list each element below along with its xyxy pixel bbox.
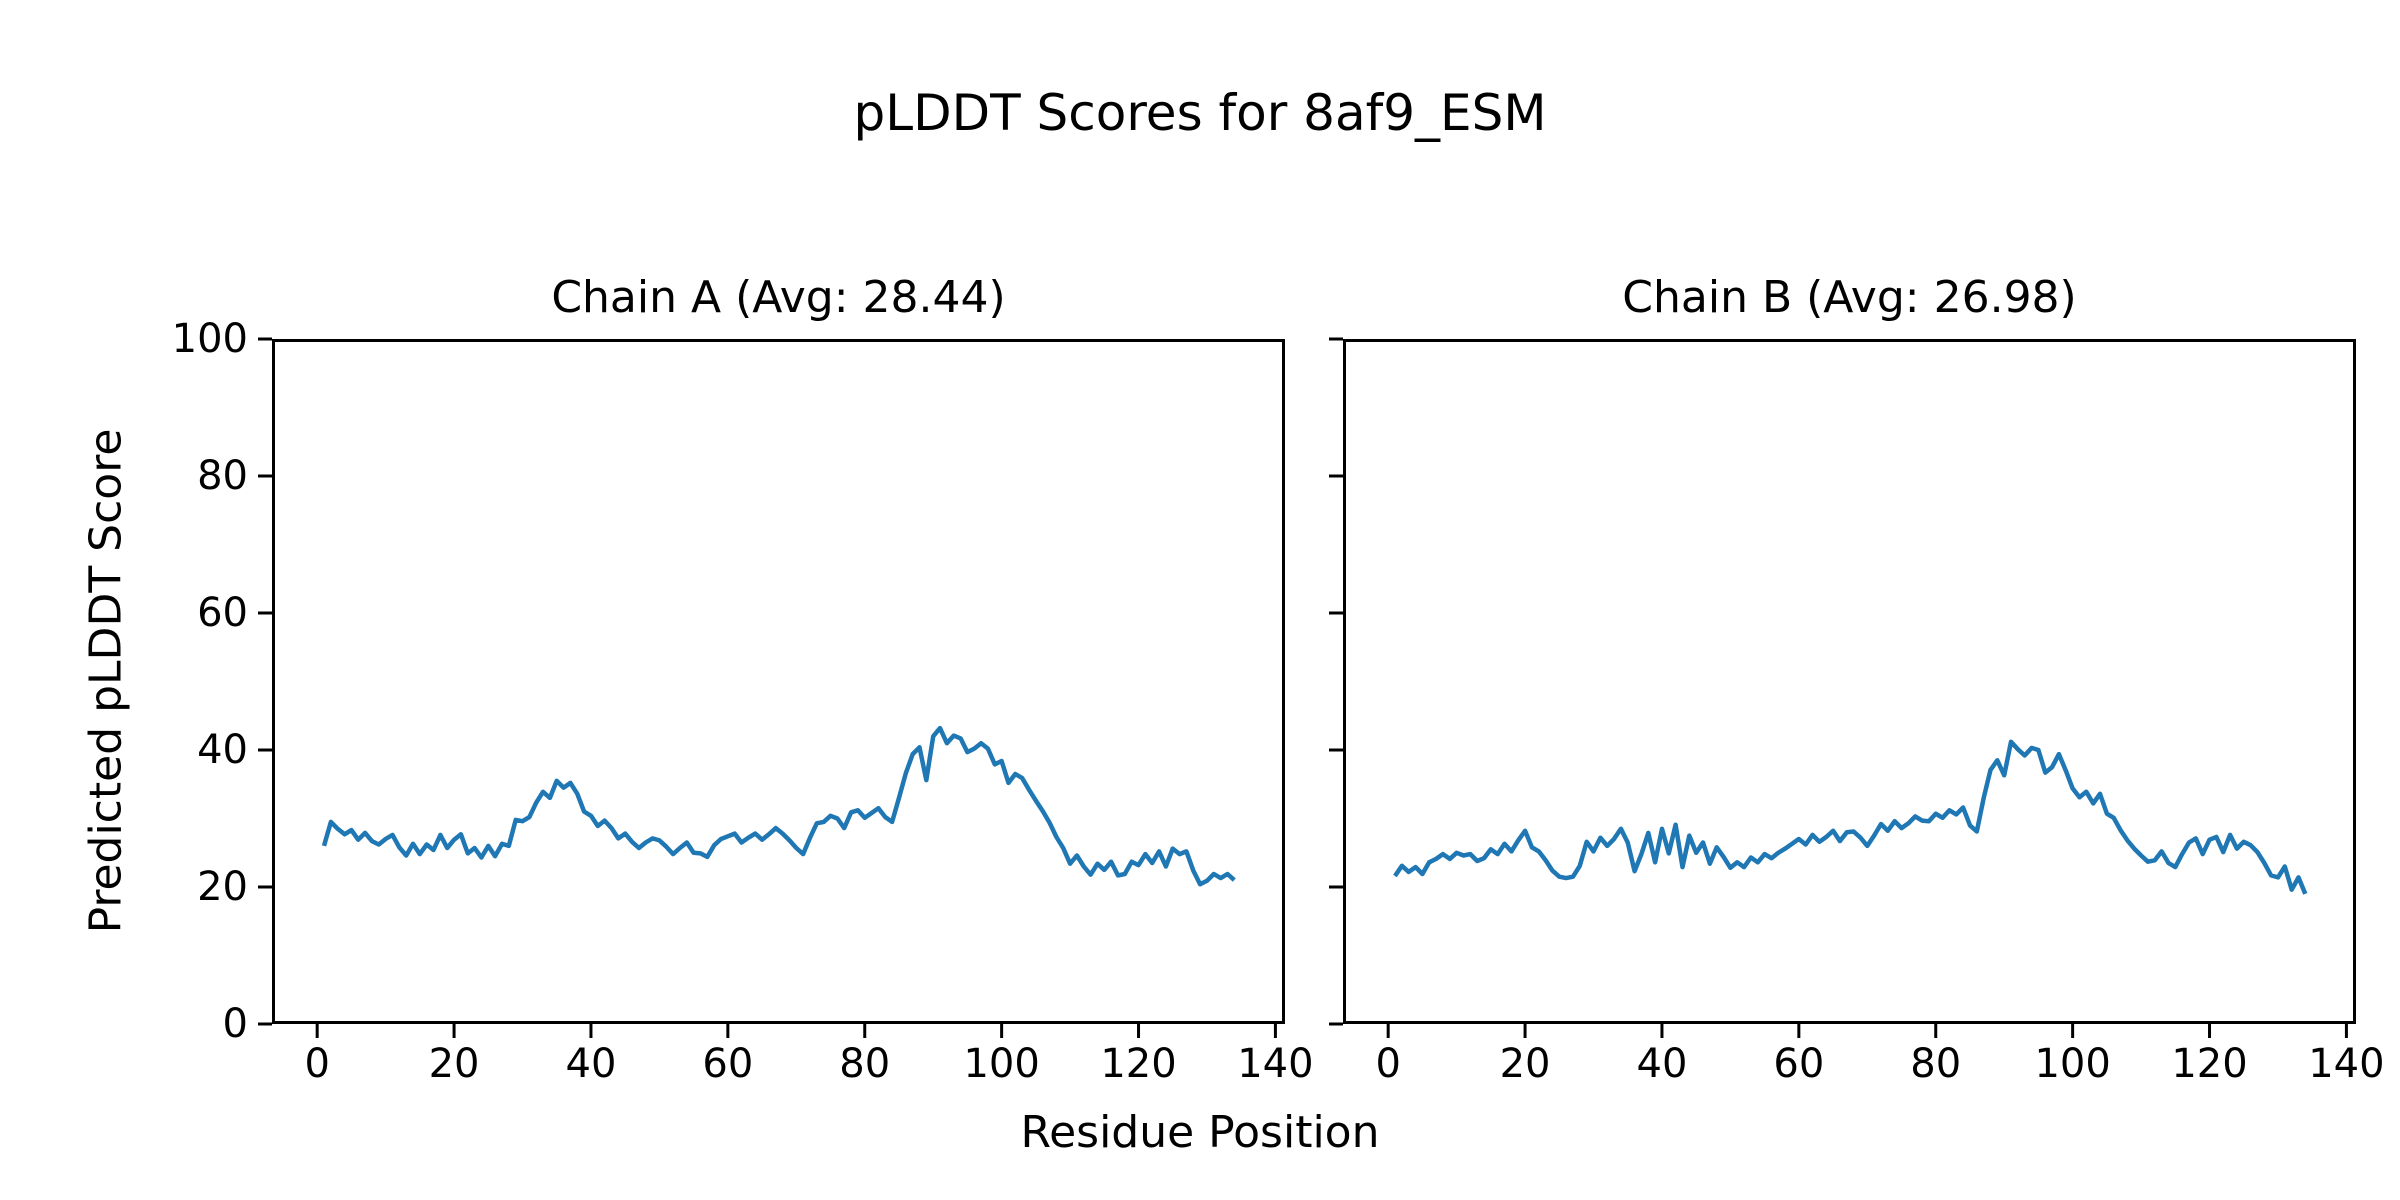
x-tick-label: 60 <box>1773 1041 1824 1087</box>
y-tick-label: 60 <box>197 590 248 636</box>
x-tick-label: 40 <box>1637 1041 1688 1087</box>
chain-a-plot-area: 0 20 40 60 80 100 120 140 0 20 40 60 80 100 <box>172 316 1314 1087</box>
chain-b-plot-area: 0 20 40 60 80 100 120 140 <box>1329 337 2385 1087</box>
x-axis-label: Residue Position <box>1020 1107 1380 1158</box>
y-axis-label: Predicted pLDDT Score <box>80 428 132 934</box>
y-tick-label: 40 <box>197 727 248 773</box>
x-tick-label: 80 <box>839 1041 890 1087</box>
line-chart-svg: 0 20 40 60 80 100 120 140 0 20 40 60 80 100 <box>172 316 1314 1087</box>
x-tick-label: 100 <box>2034 1041 2110 1087</box>
x-tick-label: 20 <box>429 1041 480 1087</box>
x-tick-label: 120 <box>2171 1041 2247 1087</box>
x-tick-label: 140 <box>2308 1041 2384 1087</box>
line-chart-svg: 0 20 40 60 80 100 120 140 <box>1329 337 2385 1087</box>
plddt-line-chain-b <box>1393 739 2308 895</box>
plddt-line-chain-a <box>321 725 1236 887</box>
x-tick-label: 120 <box>1100 1041 1176 1087</box>
chain-a-subplot-title: Chain A (Avg: 28.44) <box>551 272 1006 323</box>
y-tick-label: 20 <box>197 864 248 910</box>
x-tick-label: 80 <box>1910 1041 1961 1087</box>
x-tick-label: 0 <box>304 1041 329 1087</box>
axes-frame <box>272 339 1285 1024</box>
axes-frame <box>1343 339 2356 1024</box>
x-tick-label: 60 <box>702 1041 753 1087</box>
y-tick-label: 100 <box>172 316 248 362</box>
x-tick-label: 140 <box>1237 1041 1313 1087</box>
x-tick-label: 20 <box>1500 1041 1551 1087</box>
y-tick-label: 80 <box>197 453 248 499</box>
y-tick-label: 0 <box>223 1001 248 1047</box>
chain-b-subplot-title: Chain B (Avg: 26.98) <box>1622 272 2077 323</box>
x-tick-label: 40 <box>566 1041 617 1087</box>
x-tick-label: 100 <box>963 1041 1039 1087</box>
x-tick-label: 0 <box>1375 1041 1400 1087</box>
figure-title: pLDDT Scores for 8af9_ESM <box>853 84 1547 142</box>
